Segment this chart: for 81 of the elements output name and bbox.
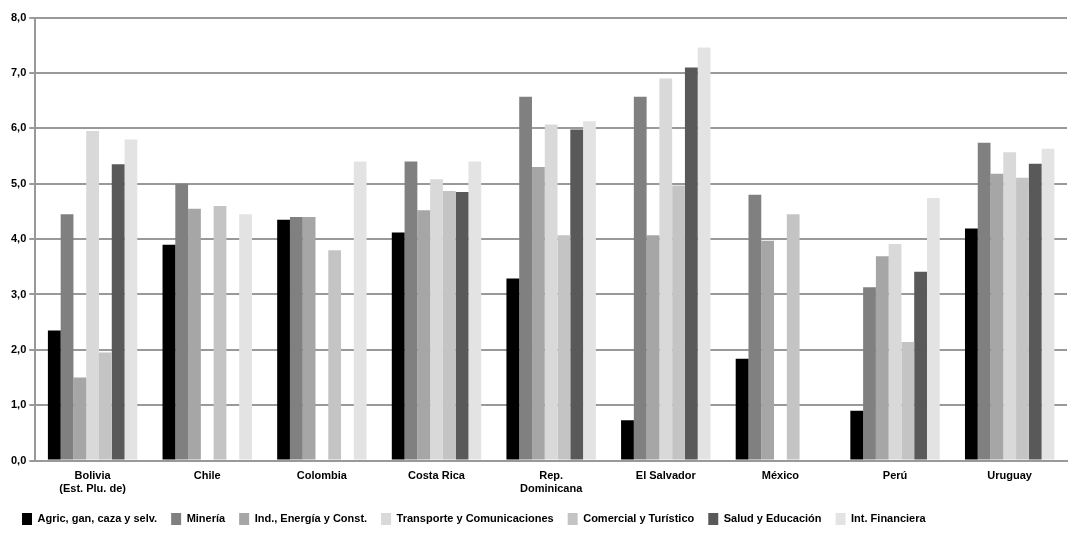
bar xyxy=(506,278,520,460)
bar xyxy=(353,161,367,460)
bar xyxy=(888,244,902,460)
y-tick-label: 3,0 xyxy=(10,287,27,300)
bar xyxy=(1041,148,1055,460)
bar xyxy=(239,214,252,460)
legend-label: Transporte y Comunicaciones xyxy=(396,512,554,525)
bar xyxy=(455,192,469,460)
bar xyxy=(684,67,698,460)
bar xyxy=(863,287,876,460)
bar xyxy=(328,250,342,460)
y-tick-label: 7,0 xyxy=(10,66,27,79)
bar xyxy=(162,244,176,460)
bar xyxy=(188,208,201,460)
x-tick-label: Bolivia (Est. Plu. de) xyxy=(59,469,127,495)
bar xyxy=(391,232,405,460)
x-tick-label: Perú xyxy=(882,469,908,482)
bar xyxy=(659,78,673,460)
x-tick-label: Colombia xyxy=(296,469,348,482)
y-tick-label: 8,0 xyxy=(10,10,27,23)
legend-label: Comercial y Turístico xyxy=(583,512,695,525)
x-tick-label: Chile xyxy=(193,469,221,482)
y-tick-label: 6,0 xyxy=(10,121,27,134)
bar xyxy=(277,219,290,460)
bar xyxy=(124,139,138,460)
legend-label: Salud y Educación xyxy=(723,512,822,525)
bar xyxy=(786,214,800,460)
bar xyxy=(570,129,584,460)
bar xyxy=(175,183,189,460)
bar xyxy=(47,330,61,460)
y-tick-label: 4,0 xyxy=(10,232,27,245)
legend-label: Agric, gan, caza y selv. xyxy=(37,512,158,525)
bar xyxy=(990,173,1004,460)
legend-label: Ind., Energía y Const. xyxy=(254,512,368,525)
bar xyxy=(735,358,749,460)
bar xyxy=(417,210,431,460)
bar xyxy=(213,205,227,460)
bar xyxy=(544,124,558,460)
bar xyxy=(442,190,456,460)
bar xyxy=(302,216,316,460)
bar xyxy=(468,161,482,460)
bar xyxy=(977,142,991,460)
bar xyxy=(697,47,711,460)
bar xyxy=(1003,152,1017,460)
legend-label: Minería xyxy=(186,512,227,525)
bar xyxy=(1028,163,1042,460)
bar xyxy=(964,228,978,460)
bar xyxy=(672,185,685,460)
bar xyxy=(557,235,571,460)
bar xyxy=(914,271,927,460)
x-tick-label: El Salvador xyxy=(635,469,697,482)
bar xyxy=(289,216,303,460)
x-tick-label: México xyxy=(761,469,800,482)
y-tick-label: 1,0 xyxy=(10,398,27,411)
bar xyxy=(99,352,112,460)
y-tick-label: 0,0 xyxy=(10,453,27,466)
legend-label: Int. Financiera xyxy=(851,512,927,525)
bar xyxy=(850,410,864,460)
bar xyxy=(519,96,532,460)
x-tick-label: Rep. Dominicana xyxy=(519,469,584,495)
bar xyxy=(633,96,647,460)
bar xyxy=(901,342,915,460)
bar xyxy=(875,256,889,460)
bar xyxy=(761,240,775,460)
bar xyxy=(430,179,443,460)
x-tick-label: Uruguay xyxy=(987,469,1033,482)
bar xyxy=(748,194,762,460)
bar xyxy=(86,131,99,460)
bar xyxy=(621,420,634,460)
bar xyxy=(111,164,125,460)
x-tick-label: Costa Rica xyxy=(408,469,466,482)
bar xyxy=(583,121,596,460)
y-tick-label: 2,0 xyxy=(10,342,27,355)
bar xyxy=(646,235,660,460)
y-tick-label: 5,0 xyxy=(10,176,27,189)
bar xyxy=(404,161,418,460)
bar xyxy=(60,214,74,460)
bar xyxy=(1016,177,1029,460)
bar xyxy=(926,198,940,460)
bar xyxy=(531,167,545,460)
bar xyxy=(73,377,87,460)
